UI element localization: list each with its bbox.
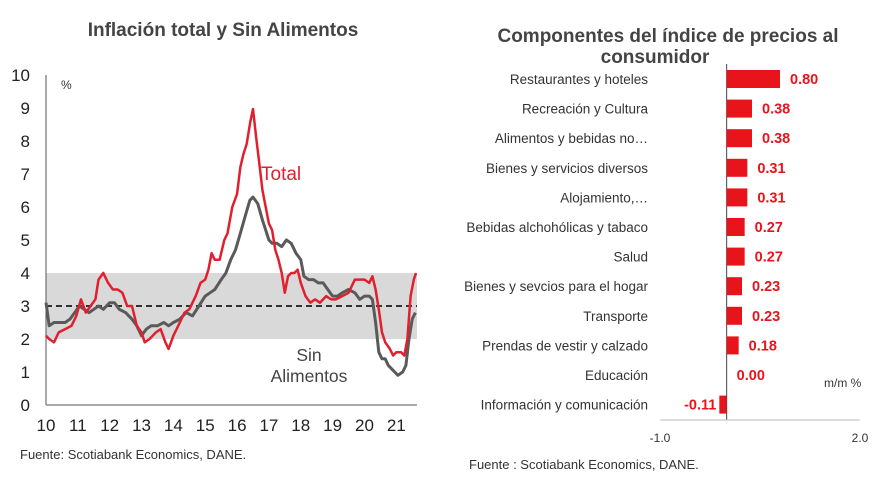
x-tick-label: 21 [387,416,406,435]
bar [726,277,742,296]
series-line-sin-alimentos [44,195,417,377]
line-chart-title: Inflación total y Sin Alimentos [88,20,359,41]
y-tick-label: 5 [21,231,30,250]
bar-category-label: Alojamiento,… [560,190,648,205]
bar-value-label: 0.23 [752,309,780,325]
bar-value-label: 0.38 [762,131,790,147]
y-tick-label: 1 [21,363,30,382]
bar [726,70,780,88]
bar-value-label: 0.80 [790,72,818,88]
y-tick-label: 3 [21,297,30,316]
bar-category-label: Salud [613,250,648,265]
bar-value-label: 0.31 [757,190,785,206]
bar-unit-label: m/m % [824,376,862,390]
x-tick-label: 14 [164,416,183,435]
bar [726,218,745,236]
y-tick-label: 7 [21,165,30,184]
bar [726,336,739,355]
bar [726,99,752,118]
bar-category-label: Transporte [583,309,648,324]
series-line-total [45,107,418,357]
bar-category-label: Bienes y servicios diversos [486,161,648,176]
y-tick-label: 9 [21,99,30,118]
y-tick-labels: 0 1 2 3 4 5 6 7 8 9 10 [11,66,30,415]
bar-value-label: 0.00 [737,368,765,384]
bar-value-label: 0.18 [749,338,777,354]
x-tick-label: 10 [37,416,56,435]
bar-category-label: Prendas de vestir y calzado [482,338,648,353]
series-label-sin-line2: Alimentos [271,366,348,386]
line-chart: Inflación total y Sin Alimentos 01234567… [11,20,418,462]
bar-value-label: -0.11 [684,398,716,414]
bar-chart-title-line1: Componentes del índice de precios al [497,26,838,47]
y-tick-label: 8 [21,132,30,151]
bar-value-label: 0.27 [755,250,783,266]
x-tick-label: 20 [355,416,374,435]
bar-category-label: Educación [585,368,648,383]
bar-value-label: 0.38 [762,102,790,118]
bar [726,188,748,207]
line-chart-source: Fuente: Scotiabank Economics, DANE. [20,447,246,462]
bar-x-tick-labels: -1.0 2.0 [650,431,869,445]
bar [719,395,727,414]
x-tick-label: 11 [69,416,87,435]
bar-value-label: 0.31 [757,161,785,177]
series-label-total: Total [261,164,301,185]
bar-category-label: Bebidas alchohólicas y tabaco [466,220,648,235]
bar-category-label: Alimentos y bebidas no… [495,131,648,146]
x-tick-label: 12 [100,416,119,435]
y-tick-label: 0 [21,396,30,415]
bar [726,129,752,148]
bar [726,247,745,266]
x-tick-label: 13 [132,416,151,435]
x-tick-labels: 10 11 12 13 14 15 16 17 18 19 20 21 [37,416,406,435]
x-tick-label: 15 [196,416,215,435]
bar-x-tick-label: -1.0 [650,431,671,445]
bar-category-label: Información y comunicación [481,398,648,413]
bar-value-label: 0.27 [755,220,783,236]
y-tick-label: 6 [21,198,30,217]
bars: Restaurantes y hoteles 0.80 Recreación y C… [464,70,818,414]
bar-chart: Componentes del índice de precios al con… [464,26,869,472]
x-tick-label: 16 [228,416,247,435]
bar-chart-source: Fuente : Scotiabank Economics, DANE. [469,457,699,472]
bar-category-label: Restaurantes y hoteles [510,72,648,87]
bar-category-label: Recreación y Cultura [522,102,649,117]
bar [726,306,742,325]
y-tick-label: 4 [21,264,30,283]
x-tick-label: 19 [323,416,342,435]
x-tick-label: 18 [291,416,310,435]
y-tick-label: 2 [21,330,30,349]
bar-category-label: Bienes y sevcios para el hogar [464,279,648,294]
x-tick-label: 17 [259,416,278,435]
y-unit-label: % [61,78,72,92]
series-label-sin-line1: Sin [296,345,321,365]
y-tick-label: 10 [11,66,30,85]
bar-x-tick-label: 2.0 [852,431,869,445]
bar-chart-title-line2: consumidor [601,47,710,68]
bar [726,158,748,177]
bar-value-label: 0.23 [752,279,780,295]
